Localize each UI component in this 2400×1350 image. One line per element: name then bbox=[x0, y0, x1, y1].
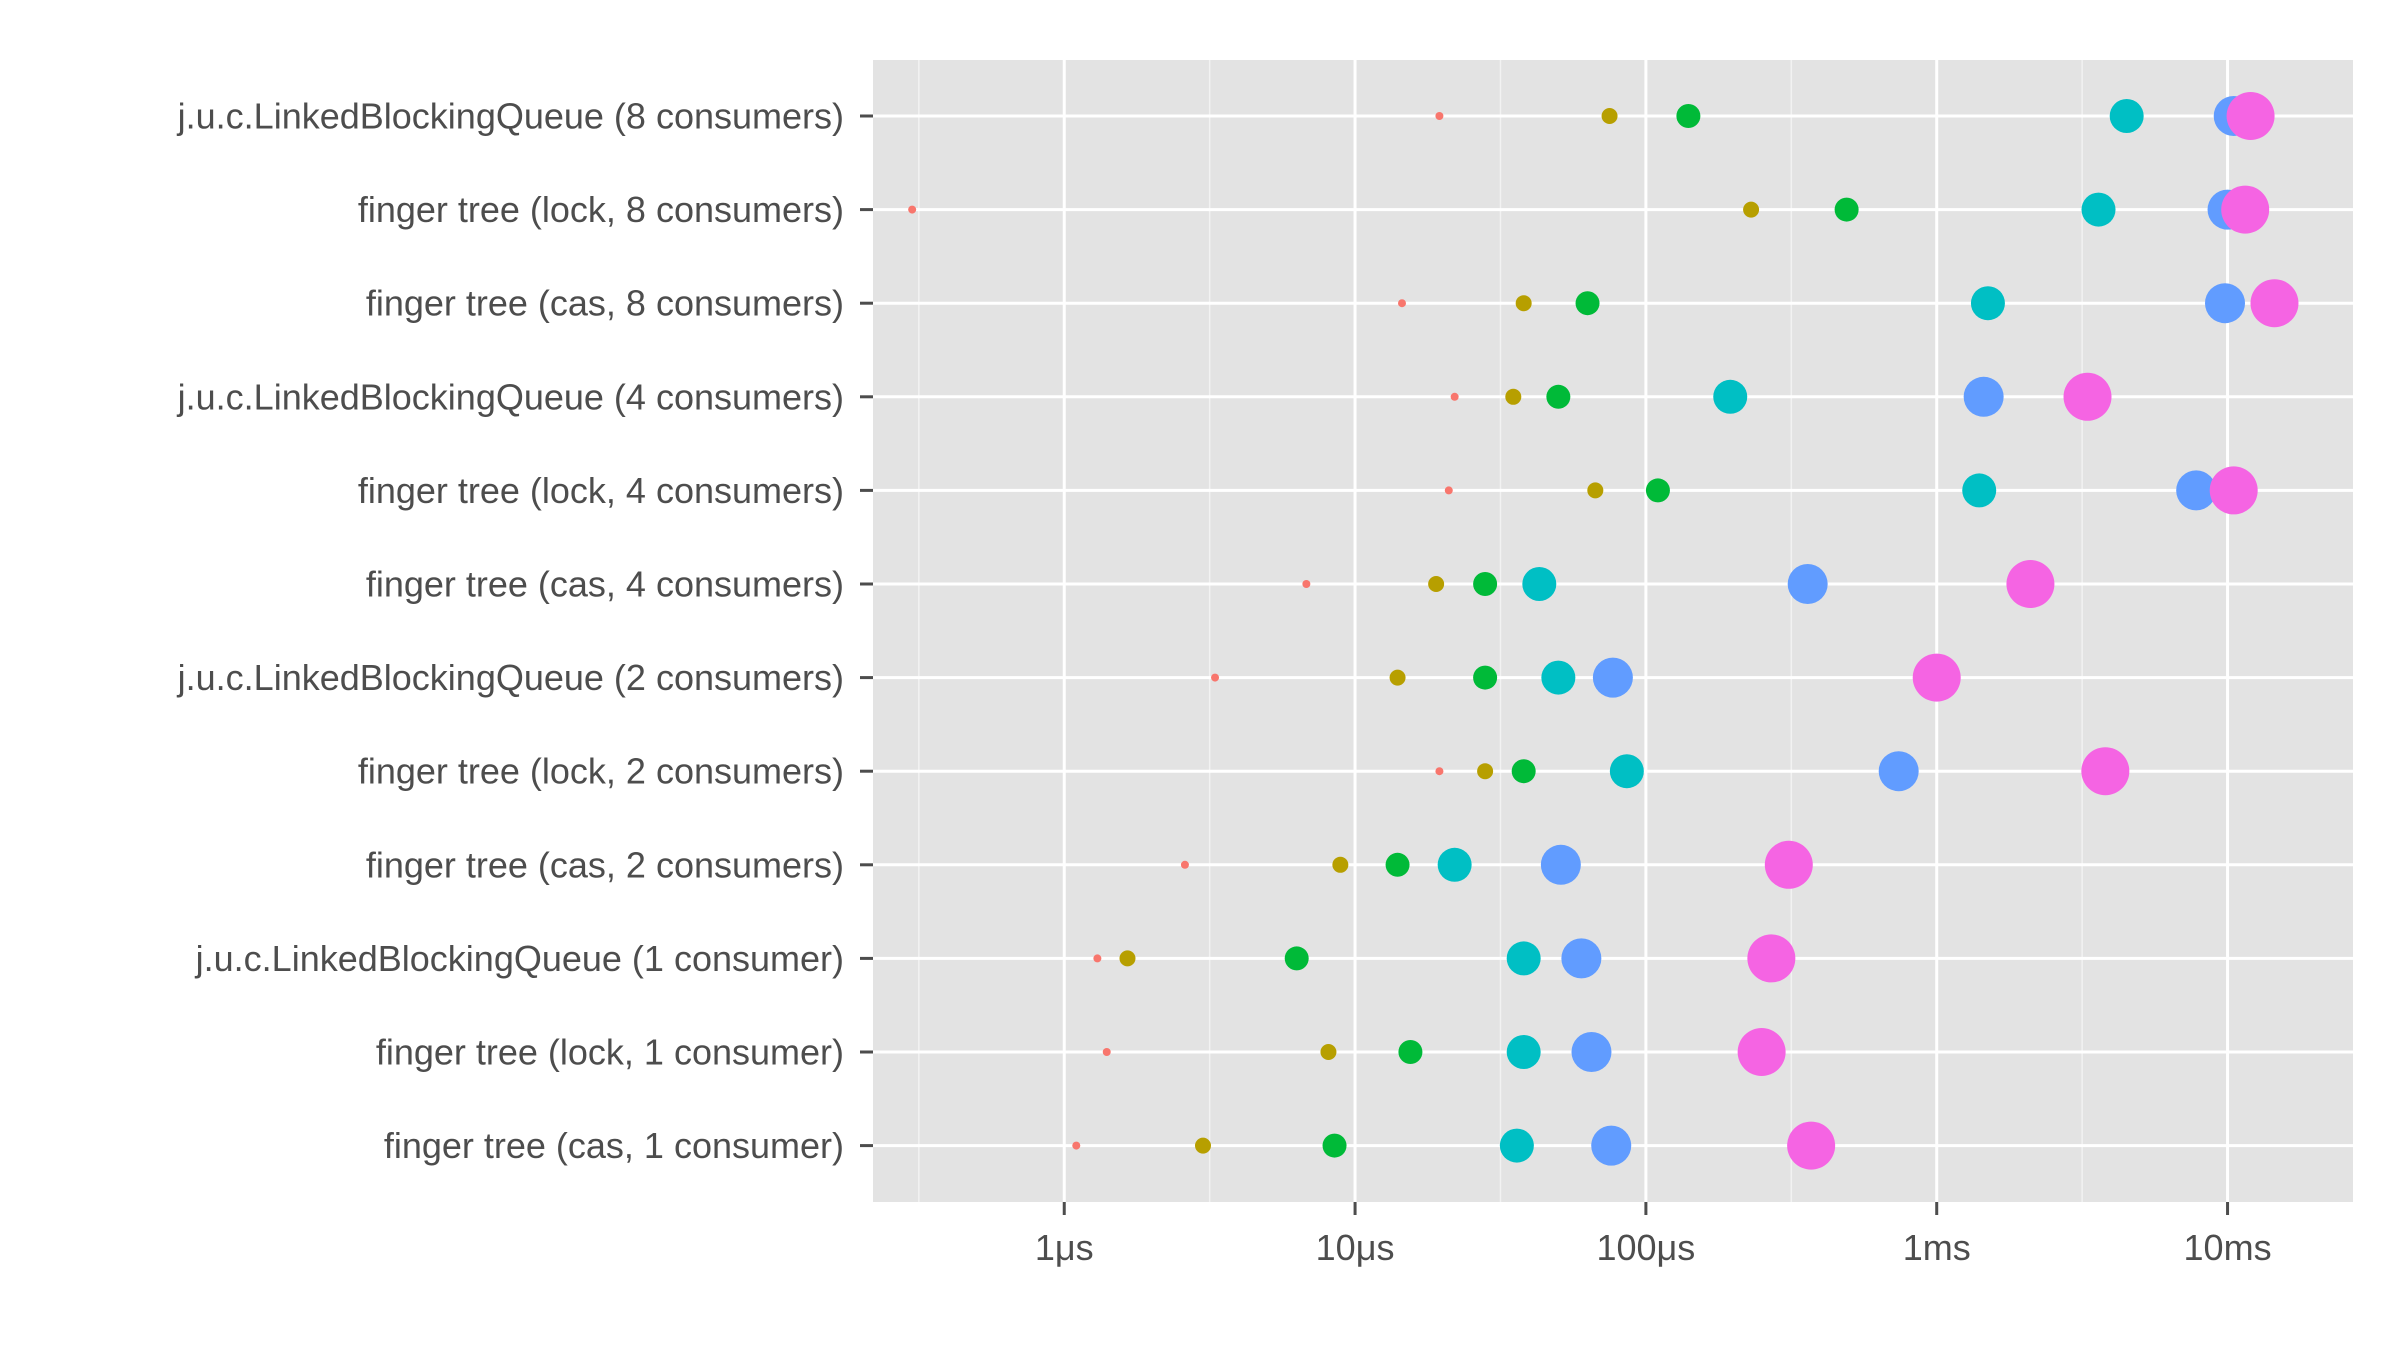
x-tick-label: 10μs bbox=[1316, 1227, 1395, 1268]
data-point bbox=[1320, 1044, 1337, 1060]
data-point bbox=[1522, 567, 1557, 601]
data-point bbox=[1575, 291, 1600, 316]
data-point bbox=[1912, 653, 1961, 702]
x-tick-label: 1ms bbox=[1903, 1227, 1971, 1268]
data-point bbox=[1437, 847, 1472, 882]
data-point bbox=[1444, 486, 1453, 495]
data-point bbox=[1195, 1137, 1211, 1154]
data-point bbox=[1878, 751, 1919, 792]
data-point bbox=[2250, 279, 2299, 328]
data-point bbox=[1506, 941, 1541, 976]
data-point bbox=[1540, 844, 1581, 885]
data-point bbox=[1571, 1032, 1612, 1072]
x-tick-label: 100μs bbox=[1596, 1227, 1695, 1268]
data-point bbox=[1506, 1035, 1541, 1069]
y-tick-label: j.u.c.LinkedBlockingQueue (4 consumers) bbox=[177, 376, 844, 417]
data-point bbox=[1645, 478, 1670, 503]
y-tick-label: finger tree (cas, 2 consumers) bbox=[366, 844, 844, 885]
y-axis: j.u.c.LinkedBlockingQueue (8 consumers) f… bbox=[177, 96, 873, 1166]
data-point bbox=[1473, 572, 1498, 596]
data-point bbox=[1385, 852, 1410, 877]
data-point bbox=[1428, 576, 1445, 592]
data-point bbox=[2209, 466, 2258, 515]
x-tick-label: 10ms bbox=[2184, 1227, 2272, 1268]
data-point bbox=[1322, 1133, 1347, 1158]
data-point bbox=[2205, 283, 2245, 324]
y-tick-label: finger tree (lock, 4 consumers) bbox=[358, 470, 844, 511]
data-points bbox=[908, 92, 2299, 1170]
data-point bbox=[1302, 580, 1311, 588]
data-point bbox=[2081, 747, 2130, 796]
data-point bbox=[1398, 299, 1406, 308]
data-point bbox=[1473, 665, 1498, 690]
data-point bbox=[1747, 934, 1796, 983]
data-point bbox=[1477, 763, 1494, 780]
data-point bbox=[2221, 185, 2270, 234]
data-point bbox=[1743, 201, 1760, 218]
y-tick-label: finger tree (lock, 1 consumer) bbox=[376, 1032, 844, 1073]
data-point bbox=[1587, 482, 1604, 499]
data-point bbox=[1093, 954, 1102, 963]
data-point bbox=[2081, 192, 2116, 227]
data-point bbox=[1284, 946, 1309, 971]
data-point bbox=[1211, 673, 1220, 682]
data-point bbox=[1591, 1125, 1632, 1166]
data-point bbox=[1609, 754, 1644, 789]
data-point bbox=[2176, 470, 2217, 511]
data-point bbox=[1713, 379, 1748, 414]
data-point bbox=[1505, 388, 1522, 405]
data-point bbox=[2109, 99, 2144, 133]
x-axis: 1μs 10μs 100μs 1ms 10ms bbox=[1035, 1202, 2272, 1268]
data-point bbox=[1737, 1028, 1786, 1076]
y-tick-label: finger tree (lock, 8 consumers) bbox=[358, 189, 844, 230]
y-tick-label: finger tree (cas, 8 consumers) bbox=[366, 283, 844, 324]
data-point bbox=[1119, 950, 1136, 967]
data-point bbox=[1601, 108, 1618, 124]
data-point bbox=[1546, 384, 1571, 409]
y-tick-label: finger tree (cas, 4 consumers) bbox=[366, 564, 844, 605]
data-point bbox=[2063, 372, 2112, 421]
data-point bbox=[1970, 286, 2005, 321]
data-point bbox=[2006, 560, 2055, 608]
data-point bbox=[1787, 564, 1828, 604]
data-point bbox=[1592, 657, 1633, 698]
data-point bbox=[1834, 197, 1859, 222]
data-point bbox=[1332, 856, 1349, 873]
data-point bbox=[1676, 104, 1701, 128]
x-tick-label: 1μs bbox=[1035, 1227, 1094, 1268]
plot-panel bbox=[873, 60, 2353, 1202]
data-point bbox=[908, 205, 917, 214]
data-point bbox=[1072, 1141, 1081, 1150]
y-tick-label: j.u.c.LinkedBlockingQueue (2 consumers) bbox=[177, 657, 844, 698]
data-point bbox=[1435, 112, 1444, 120]
data-point bbox=[1515, 295, 1532, 312]
data-point bbox=[1102, 1048, 1111, 1056]
data-point bbox=[1398, 1040, 1423, 1064]
data-point bbox=[1787, 1121, 1836, 1170]
data-point bbox=[1963, 376, 2004, 417]
data-point bbox=[1764, 840, 1813, 889]
data-point bbox=[1561, 938, 1602, 979]
data-point bbox=[1389, 669, 1406, 686]
data-point bbox=[2226, 92, 2275, 140]
data-point bbox=[1962, 473, 1997, 508]
y-tick-label: j.u.c.LinkedBlockingQueue (8 consumers) bbox=[177, 96, 844, 137]
data-point bbox=[1450, 392, 1459, 401]
data-point bbox=[1541, 660, 1576, 695]
data-point bbox=[1511, 759, 1536, 784]
data-point bbox=[1180, 860, 1189, 869]
data-point bbox=[1435, 767, 1444, 776]
y-tick-label: finger tree (lock, 2 consumers) bbox=[358, 751, 844, 792]
y-tick-label: j.u.c.LinkedBlockingQueue (1 consumer) bbox=[195, 938, 844, 979]
y-tick-label: finger tree (cas, 1 consumer) bbox=[384, 1125, 844, 1166]
panel-background bbox=[873, 60, 2353, 1202]
data-point bbox=[1499, 1128, 1534, 1163]
